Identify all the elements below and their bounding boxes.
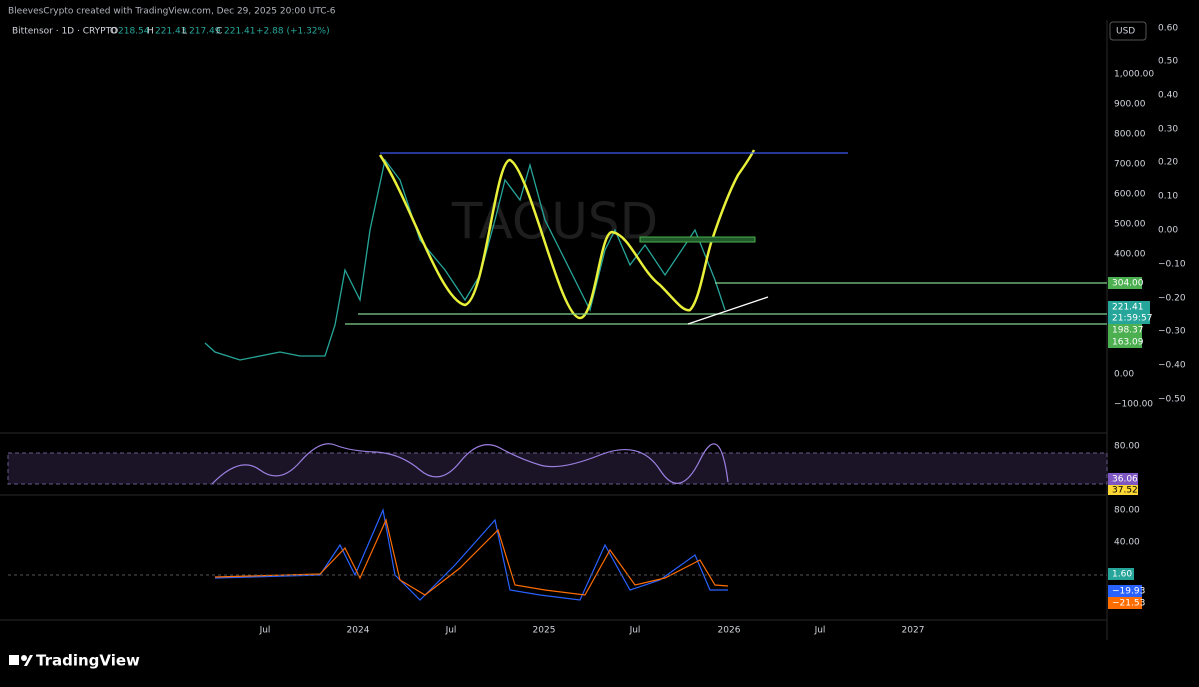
price-label: 500.00 <box>1114 220 1146 230</box>
macd-axis-label: 80.00 <box>1114 506 1140 516</box>
time-label: Jul <box>259 626 271 636</box>
axis-label: 0.60 <box>1158 24 1178 34</box>
low: 217.49 <box>189 27 221 37</box>
axis-label: 0.40 <box>1158 91 1178 101</box>
rsi-tag: 37.52 <box>1112 486 1138 496</box>
price-label: 600.00 <box>1114 190 1146 200</box>
high: 221.43 <box>155 27 187 37</box>
symbol: Bittensor · 1D · CRYPTO <box>12 27 118 37</box>
currency: USD <box>1116 27 1135 37</box>
currency-button[interactable] <box>1109 21 1147 41</box>
axis-label: 0.10 <box>1158 192 1178 202</box>
price-label: 400.00 <box>1114 250 1146 260</box>
pattern-curve <box>378 149 756 320</box>
axis-label: 0.00 <box>1158 226 1178 236</box>
time-label: 2024 <box>347 626 370 636</box>
zone <box>639 236 756 243</box>
close-label: C <box>216 27 222 37</box>
macd-tag: −19.93 <box>1112 587 1145 597</box>
time-label: Jul <box>629 626 641 636</box>
footer: TradingView <box>36 652 140 670</box>
axis-label: −0.50 <box>1158 395 1186 405</box>
price-label: 900.00 <box>1114 100 1146 110</box>
macd-tag: 1.60 <box>1112 570 1132 580</box>
axis-label: −0.30 <box>1158 327 1186 337</box>
pane-separators <box>0 20 1108 640</box>
time-label: 2026 <box>718 626 741 636</box>
price-label: 1,000.00 <box>1114 70 1154 80</box>
macd-tag: −21.53 <box>1112 599 1145 609</box>
support-lines <box>345 282 1107 325</box>
low-label: L <box>182 27 187 37</box>
countdown: 21:59:57 <box>1112 314 1152 324</box>
axis-label: 0.50 <box>1158 57 1178 67</box>
price-tags: 304.00 221.41 21:59:57 198.37 163.09 <box>1108 277 1152 348</box>
macd-line <box>214 507 728 601</box>
trendline <box>687 296 769 325</box>
price-label: 800.00 <box>1114 130 1146 140</box>
macd-axis-label: 40.00 <box>1114 538 1140 548</box>
close: 221.41 <box>224 27 256 37</box>
time-label: Jul <box>445 626 457 636</box>
watermark: TAOUSD <box>451 193 658 251</box>
time-label: Jul <box>814 626 826 636</box>
right-axis: 0.60 0.50 0.40 0.30 0.20 0.10 0.00 −0.10… <box>1158 24 1186 405</box>
price-tag: 163.09 <box>1112 338 1144 348</box>
time-label: 2027 <box>902 626 925 636</box>
axis-label: 0.30 <box>1158 125 1178 135</box>
legend: Bittensor · 1D · CRYPTO O 218.54 H 221.4… <box>12 27 330 37</box>
logo: TradingView <box>9 652 140 670</box>
price-label: −100.00 <box>1114 400 1153 410</box>
time-label: 2025 <box>533 626 556 636</box>
open-label: O <box>110 27 117 37</box>
rsi-band <box>7 452 1108 485</box>
price-tag: 304.00 <box>1112 279 1144 289</box>
credit: BleevesCrypto created with TradingView.c… <box>8 7 336 17</box>
axis-label: 0.20 <box>1158 158 1178 168</box>
rsi-axis-label: 80.00 <box>1114 442 1140 452</box>
change: +2.88 (+1.32%) <box>256 27 330 37</box>
price-axis: 1,000.00 900.00 800.00 700.00 600.00 500… <box>1114 70 1154 410</box>
price-label: 0.00 <box>1114 370 1134 380</box>
price-label: 700.00 <box>1114 160 1146 170</box>
axis-label: −0.10 <box>1158 260 1186 270</box>
axis-label: −0.20 <box>1158 294 1186 304</box>
axis-label: −0.40 <box>1158 361 1186 371</box>
rsi-line <box>211 443 729 485</box>
price-tag: 198.37 <box>1112 326 1144 336</box>
open: 218.54 <box>118 27 150 37</box>
high-label: H <box>147 27 154 37</box>
time-axis: Jul 2024 Jul 2025 Jul 2026 Jul 2027 <box>259 626 925 636</box>
price-tag: 221.41 <box>1112 303 1144 313</box>
price-line <box>204 158 726 361</box>
rsi-tag: 36.06 <box>1112 475 1138 485</box>
